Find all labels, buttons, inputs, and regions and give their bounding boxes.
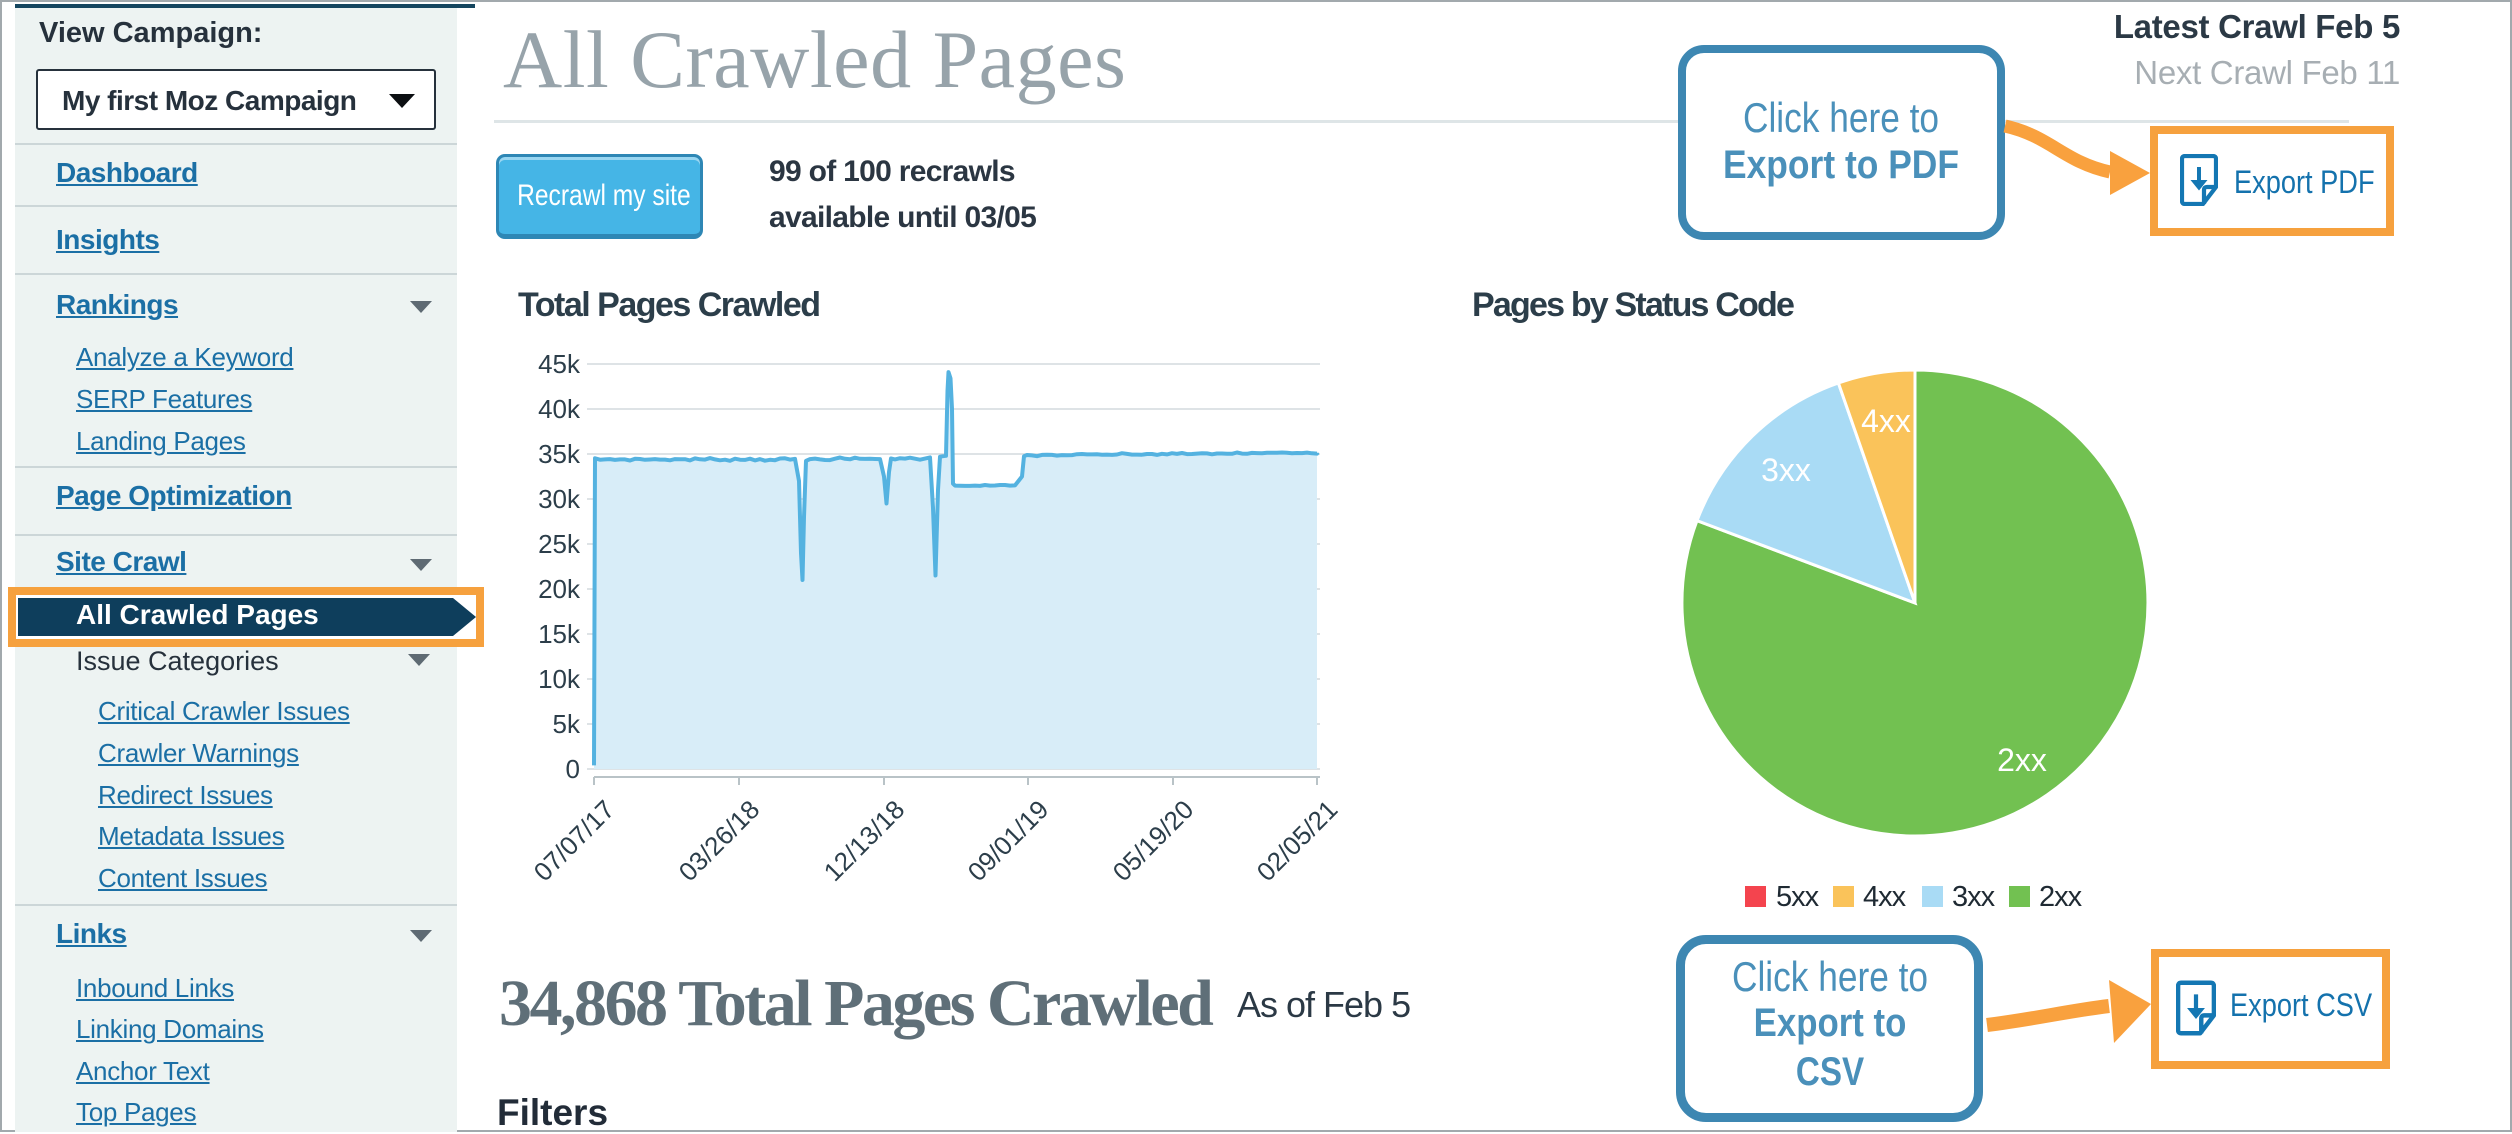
svg-text:2xx: 2xx xyxy=(1997,742,2047,778)
svg-text:0: 0 xyxy=(566,754,580,784)
svg-text:3xx: 3xx xyxy=(1761,452,1811,488)
svg-text:4xx: 4xx xyxy=(1861,403,1911,439)
svg-text:15k: 15k xyxy=(538,619,581,649)
svg-text:09/01/19: 09/01/19 xyxy=(962,794,1055,887)
svg-text:30k: 30k xyxy=(538,484,581,514)
svg-text:07/07/17: 07/07/17 xyxy=(528,794,621,887)
svg-text:35k: 35k xyxy=(538,439,581,469)
svg-text:03/26/18: 03/26/18 xyxy=(673,794,766,887)
svg-text:40k: 40k xyxy=(538,394,581,424)
svg-text:25k: 25k xyxy=(538,529,581,559)
svg-text:20k: 20k xyxy=(538,574,581,604)
svg-text:45k: 45k xyxy=(538,349,581,379)
svg-text:5k: 5k xyxy=(553,709,581,739)
svg-text:10k: 10k xyxy=(538,664,581,694)
svg-text:12/13/18: 12/13/18 xyxy=(818,794,911,887)
svg-text:05/19/20: 05/19/20 xyxy=(1107,794,1200,887)
svg-text:02/05/21: 02/05/21 xyxy=(1251,794,1344,887)
